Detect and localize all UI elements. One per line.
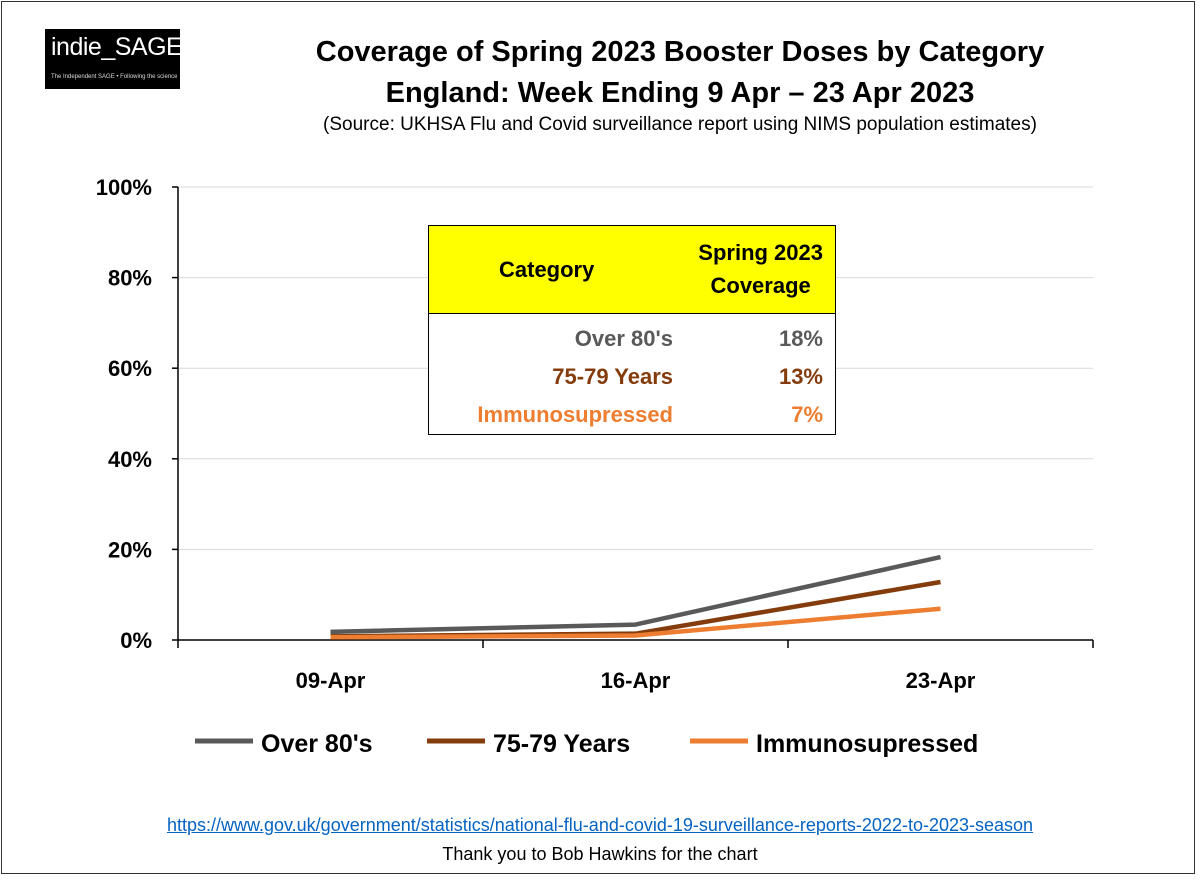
y-tick-label: 40% — [108, 447, 152, 472]
y-tick-label: 80% — [108, 266, 152, 291]
chart-source-note: (Source: UKHSA Flu and Covid surveillanc… — [323, 114, 1037, 135]
y-tick-label: 0% — [120, 628, 152, 653]
series-line — [330, 606, 941, 640]
y-tick-label: 60% — [108, 356, 152, 381]
logo-tagline: The Independent SAGE • Following the sci… — [51, 74, 178, 80]
table-row-coverage: 13% — [778, 364, 823, 389]
line-chart: 0% 20% 40% 60% 80% 100% 09-Apr 16-Apr 23-Apr Over… — [96, 175, 1094, 758]
table-header-coverage-line2: Coverage — [710, 273, 811, 298]
chart-title-line1: Coverage of Spring 2023 Booster Doses by… — [315, 36, 1045, 68]
coverage-table-header: Category Spring 2023 Coverage — [429, 226, 835, 314]
legend-label: Immunosupressed — [756, 730, 978, 758]
table-row-coverage: 7% — [791, 402, 823, 427]
coverage-table: Category Spring 2023 Coverage Over 80's … — [428, 225, 836, 435]
indie-sage-logo: indie_SAGE The Independent SAGE • Follow… — [45, 29, 183, 89]
y-tick-label: 100% — [96, 175, 152, 200]
y-tick-label: 20% — [108, 537, 152, 562]
table-row-category: 75-79 Years — [552, 364, 673, 389]
x-tick-label: 09-Apr — [296, 668, 366, 693]
table-row: Over 80's 18% — [429, 320, 835, 358]
x-tick-label: 16-Apr — [601, 668, 671, 693]
logo-text: indie_SAGE — [51, 33, 183, 61]
table-row-coverage: 18% — [778, 326, 823, 351]
x-tick-label: 23-Apr — [906, 668, 976, 693]
table-header-coverage: Spring 2023 Coverage — [698, 236, 823, 302]
legend-label: Over 80's — [261, 730, 373, 758]
table-header-category: Category — [499, 257, 595, 282]
table-row-category: Over 80's — [574, 326, 673, 351]
table-row-category: Immunosupressed — [477, 402, 673, 427]
legend-label: 75-79 Years — [493, 730, 630, 758]
chart-credit: Thank you to Bob Hawkins for the chart — [442, 844, 758, 864]
series-line — [330, 554, 941, 635]
table-row: 75-79 Years 13% — [429, 358, 835, 396]
table-header-coverage-line1: Spring 2023 — [698, 240, 823, 265]
source-link[interactable]: https://www.gov.uk/government/statistics… — [166, 815, 1034, 835]
table-row: Immunosupressed 7% — [429, 396, 835, 434]
chart-title-line2: England: Week Ending 9 Apr – 23 Apr 2023 — [385, 77, 975, 109]
